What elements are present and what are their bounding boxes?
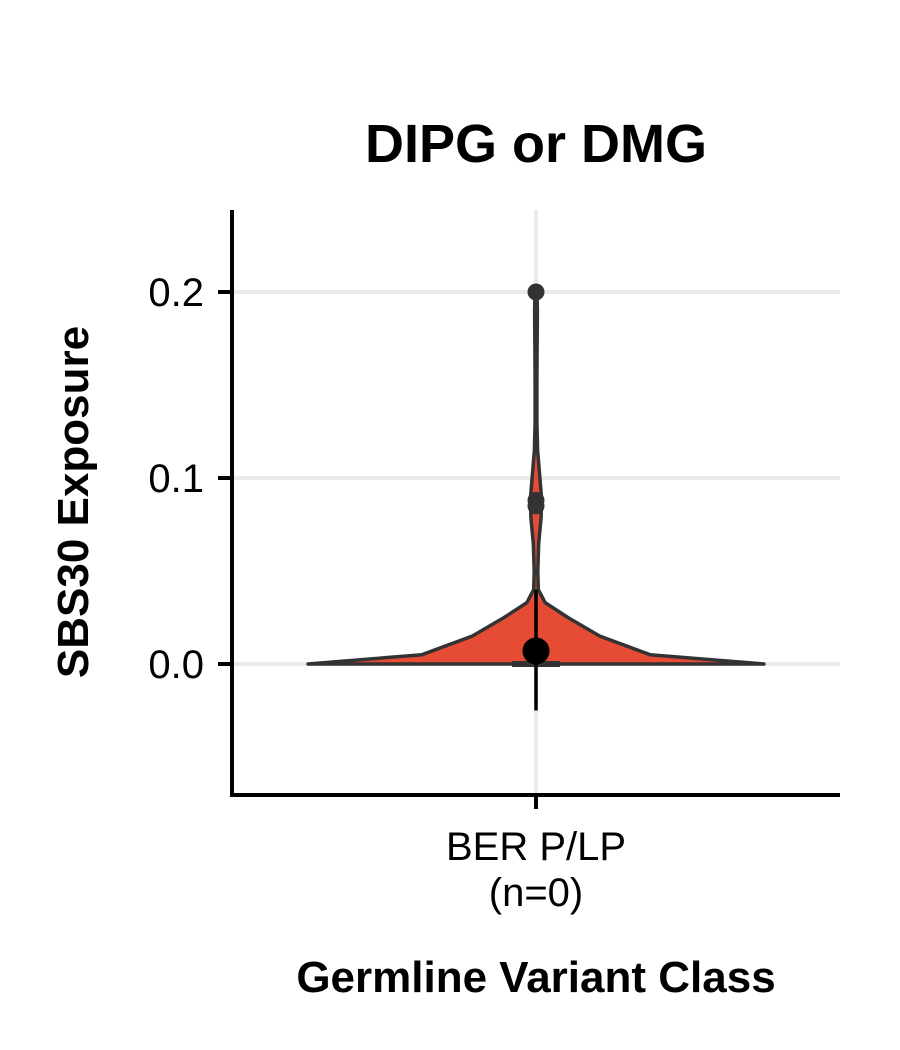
- y-tick-label-1: 0.1: [148, 457, 204, 501]
- y-tick-label-0: 0.0: [148, 643, 204, 687]
- violin-layer: [306, 283, 766, 711]
- summary-mean-point: [522, 637, 550, 665]
- x-tick-label-0: BER P/LP (n=0): [446, 825, 626, 915]
- axes: [218, 210, 840, 809]
- x-tick-label-line-1: (n=0): [489, 871, 584, 915]
- x-axis-title: Germline Variant Class: [296, 953, 775, 1002]
- x-tick-label-line-0: BER P/LP: [446, 825, 626, 869]
- chart-text: DIPG or DMG Germline Variant Class SBS30…: [49, 114, 776, 1002]
- chart-title: DIPG or DMG: [365, 114, 707, 174]
- y-tick-label-2: 0.2: [148, 271, 204, 315]
- outlier-point-2: [527, 497, 545, 515]
- outlier-point-0: [527, 283, 545, 301]
- y-axis-title: SBS30 Exposure: [49, 326, 98, 678]
